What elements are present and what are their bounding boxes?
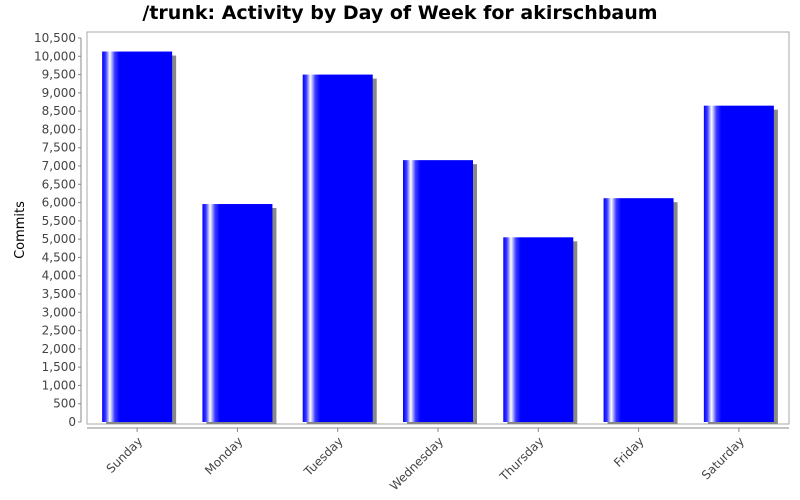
bars: [102, 51, 778, 425]
bar-tuesday: [302, 74, 373, 423]
bar-friday: [603, 198, 674, 422]
y-axis-title: Commits: [13, 201, 28, 259]
y-tick-label: 7,000: [42, 159, 76, 173]
y-tick-label: 10,500: [34, 31, 76, 45]
y-tick-label: 7,500: [42, 141, 76, 155]
y-tick-label: 6,500: [42, 177, 76, 191]
y-tick-label: 5,500: [42, 214, 76, 228]
y-tick-label: 3,000: [42, 305, 76, 319]
y-tick-label: 9,500: [42, 68, 76, 82]
bar-thursday: [503, 237, 574, 422]
x-axis: Sunday Monday Tuesday Wednesday Thursday Frid…: [87, 427, 789, 493]
y-tick-label: 6,000: [42, 196, 76, 210]
y-tick-label: 4,500: [42, 250, 76, 264]
y-tick-label: 2,500: [42, 324, 76, 338]
y-tick-label: 3,500: [42, 287, 76, 301]
y-tick-label: 1,000: [42, 378, 76, 392]
bar-saturday: [703, 105, 774, 423]
chart-title: /trunk: Activity by Day of Week for akir…: [142, 2, 658, 24]
y-tick-label: 4,000: [42, 269, 76, 283]
y-tick-label: 9,000: [42, 86, 76, 100]
x-tick-label: Wednesday: [387, 434, 446, 493]
y-tick-label: 10,000: [34, 49, 76, 63]
bar-sunday: [102, 51, 173, 422]
x-tick-label: Thursday: [496, 434, 546, 484]
y-tick-label: 0: [68, 415, 76, 429]
bar-wednesday: [403, 160, 473, 423]
bar-monday: [202, 204, 273, 422]
x-tick-label: Friday: [611, 434, 647, 470]
y-tick-label: 500: [53, 397, 76, 411]
y-axis: 0 500 1,000 1,500 2,000 2,500 3,000 3,500 4,000 4…: [34, 31, 82, 429]
x-tick-label: Monday: [202, 434, 245, 477]
y-tick-label: 8,500: [42, 104, 76, 118]
y-tick-label: 8,000: [42, 122, 76, 136]
y-tick-label: 2,000: [42, 342, 76, 356]
y-tick-label: 5,000: [42, 232, 76, 246]
x-tick-label: Tuesday: [301, 434, 346, 479]
y-tick-label: 1,500: [42, 360, 76, 374]
x-tick-label: Saturday: [699, 434, 747, 482]
x-tick-label: Sunday: [104, 434, 146, 476]
